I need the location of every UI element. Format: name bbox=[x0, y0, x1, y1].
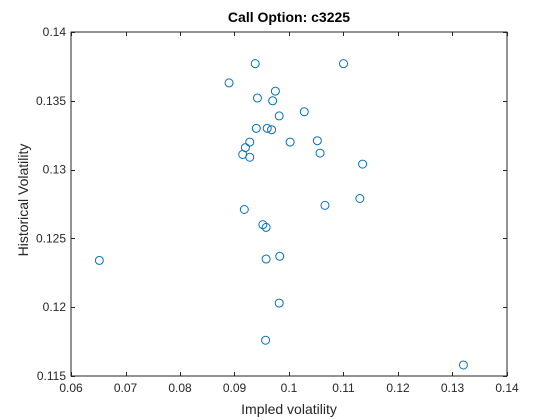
y-tick-label: 0.125 bbox=[36, 231, 66, 245]
y-axis-label: Historical Volatility bbox=[15, 144, 31, 257]
data-point bbox=[274, 298, 284, 308]
y-tick-label: 0.14 bbox=[43, 25, 67, 39]
data-point bbox=[358, 159, 368, 169]
y-tick-label: 0.12 bbox=[43, 300, 67, 314]
data-point bbox=[261, 335, 271, 345]
x-tick-label: 0.11 bbox=[332, 381, 355, 395]
x-tick-label: 0.13 bbox=[441, 381, 465, 395]
data-point bbox=[275, 251, 285, 261]
x-tick-label: 0.07 bbox=[114, 381, 138, 395]
axes-box bbox=[70, 31, 508, 377]
data-point bbox=[270, 86, 280, 96]
data-point bbox=[268, 96, 278, 106]
data-point bbox=[355, 193, 365, 203]
data-point bbox=[252, 93, 262, 103]
data-point bbox=[315, 148, 325, 158]
data-point bbox=[320, 200, 330, 210]
data-point bbox=[261, 222, 271, 232]
data-point bbox=[262, 123, 272, 133]
data-point bbox=[285, 137, 295, 147]
data-point bbox=[267, 125, 277, 135]
data-point bbox=[458, 360, 468, 370]
data-point bbox=[224, 78, 234, 88]
data-point bbox=[312, 136, 322, 146]
data-point bbox=[245, 137, 255, 147]
x-tick-label: 0.1 bbox=[281, 381, 298, 395]
x-tick-label: 0.14 bbox=[495, 381, 519, 395]
x-axis-label: Impled volatility bbox=[241, 401, 337, 417]
y-tick-label: 0.13 bbox=[43, 163, 67, 177]
data-point bbox=[245, 152, 255, 162]
data-point bbox=[258, 220, 268, 230]
data-point bbox=[339, 59, 348, 69]
x-tick-label: 0.08 bbox=[168, 381, 192, 395]
data-point bbox=[250, 59, 260, 69]
data-point bbox=[251, 123, 261, 133]
data-point bbox=[261, 254, 271, 264]
data-point bbox=[299, 107, 309, 117]
x-tick-label: 0.09 bbox=[223, 381, 247, 395]
y-tick-label: 0.115 bbox=[37, 369, 66, 383]
data-point bbox=[239, 205, 249, 215]
x-tick-label: 0.06 bbox=[59, 381, 83, 395]
y-tick-label: 0.135 bbox=[36, 94, 66, 108]
data-point bbox=[274, 111, 284, 121]
chart-title: Call Option: c3225 bbox=[228, 9, 350, 25]
x-tick-label: 0.12 bbox=[386, 381, 410, 395]
plot-area: 0.06 0.07 0.08 0.09 0.1 0.11 0.12 0.13 0.14 0.115… bbox=[36, 25, 519, 395]
data-point bbox=[94, 255, 104, 265]
